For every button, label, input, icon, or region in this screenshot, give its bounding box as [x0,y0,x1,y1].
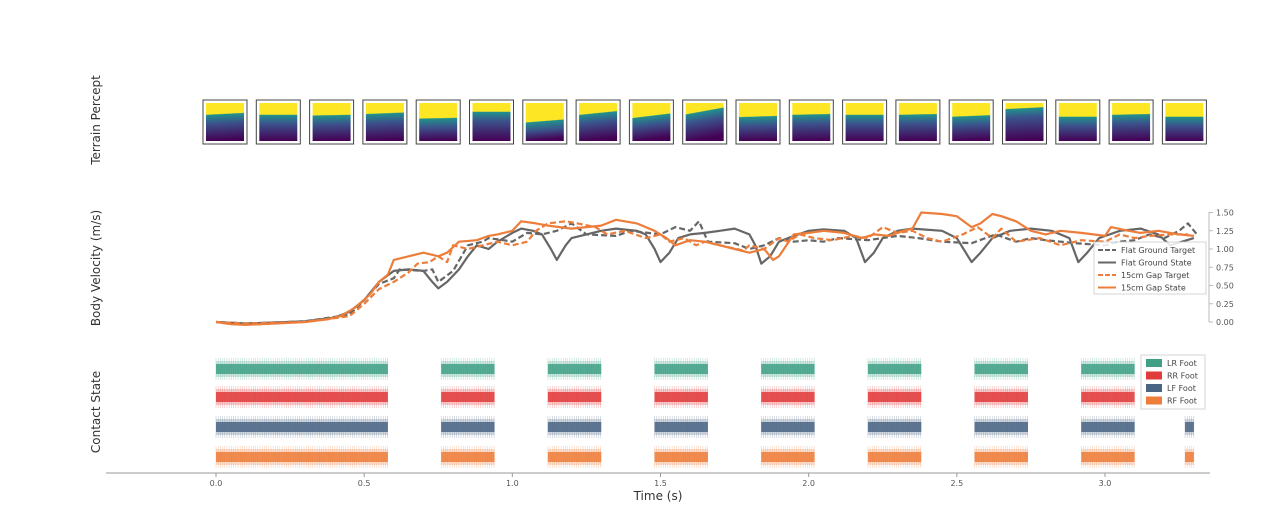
velocity-legend-label: Flat Ground Target [1121,246,1195,255]
velocity-plot: 0.00 0.25 0.50 0.75 1.00 1.25 1.50 Flat Ground… [215,209,1234,327]
contact-segment [547,358,602,380]
contact-legend-label: LF Foot [1167,384,1196,393]
terrain-frame [522,99,568,145]
velocity-legend-label: Flat Ground State [1121,259,1192,268]
terrain-frame [948,99,994,145]
contact-segment [974,386,1028,408]
contact-segment [654,386,708,408]
terrain-frame [895,99,941,145]
contact-segment [440,386,495,408]
time-axis: 0.0 0.5 1.0 1.5 2.0 2.5 3.0 Time (s) [106,472,1210,503]
contact-segment [547,386,602,408]
time-axis-ticks: 0.0 0.5 1.0 1.5 2.0 2.5 3.0 [210,473,1112,488]
terrain-frame [628,99,674,145]
contact-segment [547,416,602,438]
contact-segment [1080,386,1135,408]
time-tick-label: 1.0 [506,479,519,488]
contact-segment [1184,416,1195,438]
contact-segment [1080,358,1135,380]
terrain-frame [682,99,728,145]
contact-segment [760,446,815,468]
velocity-tick-label: 0.75 [1216,263,1234,272]
terrain-frame [788,99,834,145]
terrain-frame [575,99,621,145]
contact-segment [215,358,388,380]
contact-segment [215,446,388,468]
contact-bars [215,358,1195,468]
velocity-line [215,211,1195,326]
contact-segment [440,358,495,380]
contact-segment [440,416,495,438]
terrain-frame [1002,99,1047,145]
time-tick-label: 0.0 [210,479,223,488]
terrain-frame [309,99,355,145]
terrain-frame [415,99,461,145]
contact-state-label: Contact State [89,371,103,453]
time-tick-label: 2.5 [950,479,963,488]
contact-state-plot: LR Foot RR Foot LF Foot RF Foot [215,354,1206,468]
contact-segment [654,416,708,438]
velocity-line [215,220,1188,325]
contact-legend-label: RF Foot [1167,397,1197,406]
terrain-frame [842,99,888,145]
terrain-frame [1161,99,1207,145]
velocity-tick-label: 0.50 [1216,282,1234,291]
contact-legend-swatch [1146,384,1162,392]
contact-segment [760,416,815,438]
contact-segment [440,446,495,468]
velocity-legend: Flat Ground Target Flat Ground State 15cm … [1093,241,1207,295]
contact-segment [654,358,708,380]
contact-segment [215,416,388,438]
time-tick-label: 0.5 [358,479,371,488]
velocity-legend-label: 15cm Gap State [1121,284,1186,293]
contact-legend-label: LR Foot [1167,359,1197,368]
velocity-tick-label: 0.00 [1216,318,1234,327]
terrain-frame [1055,99,1101,145]
velocity-tick-label: 0.25 [1216,300,1234,309]
time-tick-label: 1.5 [654,479,667,488]
velocity-line [215,220,1198,325]
contact-legend-swatch [1146,371,1162,380]
contact-segment [867,358,922,380]
terrain-percept-strip [202,99,1207,145]
contact-legend-swatch [1146,396,1162,405]
velocity-y-ticks: 0.00 0.25 0.50 0.75 1.00 1.25 1.50 [1209,209,1234,327]
terrain-frame [735,99,781,145]
contact-legend-swatch [1146,359,1162,367]
time-tick-label: 3.0 [1099,479,1112,488]
contact-segment [1080,446,1135,468]
velocity-tick-label: 1.00 [1216,245,1234,254]
contact-segment [867,416,922,438]
contact-segment [867,446,922,468]
contact-segment [654,446,708,468]
contact-legend: LR Foot RR Foot LF Foot RF Foot [1140,354,1206,410]
contact-segment [1080,416,1135,438]
terrain-frame [362,99,408,145]
contact-segment [215,386,388,408]
terrain-frame [202,99,248,145]
velocity-legend-label: 15cm Gap Target [1121,271,1189,280]
velocity-tick-label: 1.50 [1216,209,1234,218]
velocity-line [215,227,1195,325]
time-tick-label: 2.0 [802,479,815,488]
contact-legend-label: RR Foot [1167,372,1198,381]
terrain-frame [1108,99,1154,145]
velocity-series [215,211,1198,326]
velocity-tick-label: 1.25 [1216,227,1234,236]
contact-segment [974,446,1028,468]
contact-segment [760,358,815,380]
time-axis-label: Time (s) [633,489,683,503]
contact-segment [547,446,602,468]
contact-segment [974,358,1028,380]
contact-segment [1184,446,1195,468]
contact-segment [974,416,1028,438]
contact-segment [760,386,815,408]
terrain-frame [469,99,514,145]
terrain-frame [255,99,301,145]
terrain-percept-label: Terrain Percept [89,75,103,166]
contact-segment [867,386,922,408]
velocity-axis-label: Body Velocity (m/s) [89,210,103,326]
